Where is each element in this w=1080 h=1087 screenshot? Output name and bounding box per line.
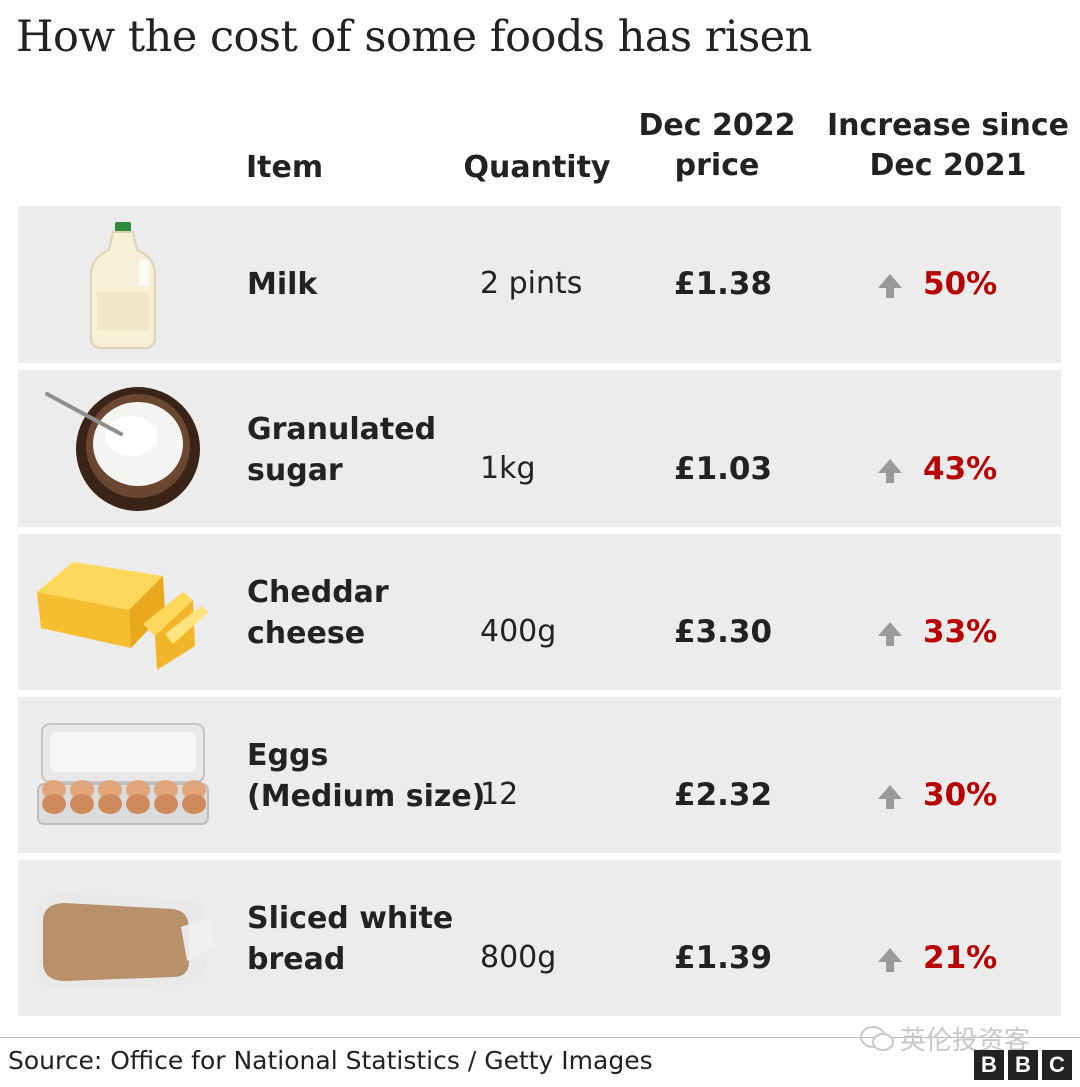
item-name: Granulated sugar xyxy=(247,409,436,491)
quantity: 1kg xyxy=(480,450,536,486)
table-row: Granulated sugar 1kg £1.03 43% xyxy=(18,370,1061,527)
column-header-quantity: Quantity xyxy=(463,150,611,185)
item-name: Cheddar cheese xyxy=(247,572,389,654)
increase-percent: 50% xyxy=(923,265,998,302)
bbc-logo-letter: B xyxy=(1008,1050,1038,1080)
bbc-logo-letter: B xyxy=(974,1050,1004,1080)
up-arrow-icon xyxy=(876,783,904,815)
column-header-increase-line2: Dec 2021 xyxy=(869,148,1027,183)
item-name-line: bread xyxy=(247,942,346,977)
quantity: 12 xyxy=(480,777,519,812)
bread-loaf-icon xyxy=(31,883,216,997)
price: £1.03 xyxy=(674,450,773,487)
column-header-increase-line1: Increase since xyxy=(827,108,1069,143)
milk-bottle-icon xyxy=(83,220,163,354)
increase-percent: 21% xyxy=(923,940,998,976)
up-arrow-icon xyxy=(876,272,904,304)
price: £1.39 xyxy=(674,940,773,976)
chart-title: How the cost of some foods has risen xyxy=(16,12,812,62)
increase-percent: 43% xyxy=(923,450,998,487)
item-name-line: Sliced white xyxy=(247,901,454,936)
footer-divider xyxy=(0,1037,1080,1038)
table-row: Sliced white bread 800g £1.39 21% xyxy=(18,860,1061,1016)
quantity: 2 pints xyxy=(480,265,583,301)
item-name-line: Cheddar xyxy=(247,575,389,610)
column-header-price-line1: Dec 2022 xyxy=(638,108,796,143)
wechat-icon xyxy=(860,1025,894,1051)
item-name: Milk xyxy=(247,264,317,305)
cheese-block-icon xyxy=(33,552,213,676)
column-header-price-line2: price xyxy=(674,148,760,183)
column-header-price: Dec 2022 price xyxy=(632,106,802,186)
quantity: 800g xyxy=(480,940,557,975)
up-arrow-icon xyxy=(876,620,904,652)
quantity: 400g xyxy=(480,614,557,649)
price: £3.30 xyxy=(674,614,773,650)
increase-percent: 33% xyxy=(923,614,998,650)
price: £2.32 xyxy=(674,777,773,813)
bbc-logo: B B C xyxy=(974,1050,1072,1080)
table-row: Milk 2 pints £1.38 50% xyxy=(18,206,1061,363)
item-name-line: Eggs xyxy=(247,738,329,773)
item-name: Eggs (Medium size) xyxy=(247,735,485,817)
increase-percent: 30% xyxy=(923,777,998,813)
item-name-line: sugar xyxy=(247,452,343,488)
item-name-line: (Medium size) xyxy=(247,779,486,814)
item-name-line: Granulated xyxy=(247,411,437,447)
up-arrow-icon xyxy=(876,946,904,978)
egg-carton-icon xyxy=(36,720,211,834)
sugar-bowl-icon xyxy=(43,384,203,518)
bbc-logo-letter: C xyxy=(1042,1050,1072,1080)
item-name-line: Milk xyxy=(247,267,318,302)
up-arrow-icon xyxy=(876,457,904,489)
column-header-increase: Increase since Dec 2021 xyxy=(826,106,1070,186)
item-name-line: cheese xyxy=(247,616,366,651)
column-header-item: Item xyxy=(246,150,324,185)
source-note: Source: Office for National Statistics /… xyxy=(8,1046,653,1075)
price: £1.38 xyxy=(674,265,773,302)
table-row: Cheddar cheese 400g £3.30 33% xyxy=(18,534,1061,690)
item-name: Sliced white bread xyxy=(247,898,453,980)
table-row: Eggs (Medium size) 12 £2.32 30% xyxy=(18,697,1061,853)
